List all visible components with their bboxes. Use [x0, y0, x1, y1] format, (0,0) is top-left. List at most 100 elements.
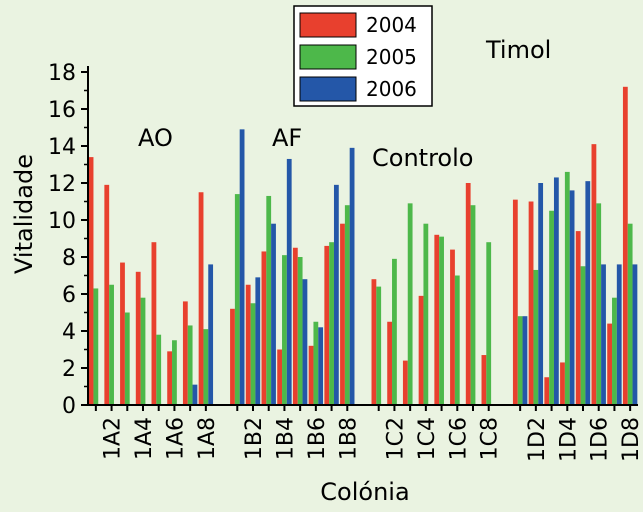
- bar-2004-1A2: [104, 184, 110, 405]
- x-axis: 1A2 1A4 1A6 1A8 1B2 1B4 1B6 1B8 1C2 1C4 1C6 1C8 1D2 1…: [94, 405, 643, 462]
- group-label-timol: Timol: [485, 36, 551, 64]
- x-tick-label: 1A6: [163, 417, 188, 460]
- bar-2004-1D1: [512, 199, 518, 405]
- bar-2005-1A4: [140, 297, 146, 405]
- legend-label-2005: 2005: [366, 45, 417, 69]
- x-tick-label: 1D2: [525, 417, 550, 462]
- bar-2005-1A2: [109, 284, 114, 405]
- bar-2004-1C6: [450, 249, 455, 405]
- bar-2004-1C8: [481, 355, 487, 405]
- bar-2005-1A1: [93, 288, 99, 405]
- bar-2005-1B2: [250, 303, 256, 405]
- bar-2005-1D3: [549, 210, 554, 405]
- x-tick-label: 1D4: [556, 417, 581, 462]
- x-tick-label: 1B6: [305, 417, 330, 460]
- x-tick-label: 1A2: [101, 417, 126, 460]
- bar-2004-1D4: [560, 362, 565, 405]
- bar-2005-1D6: [596, 203, 602, 405]
- bar-2005-1D5: [580, 266, 586, 405]
- y-tick-label: 4: [62, 320, 76, 345]
- bar-2006-1B6: [318, 327, 324, 405]
- x-tick-label: 1A4: [132, 417, 157, 460]
- bar-2005-1A5: [156, 334, 162, 405]
- bar-2006-1B8: [349, 147, 355, 405]
- legend-label-2004: 2004: [366, 13, 417, 37]
- y-axis: 0 2 4 6 8 10 12 14 16 18: [48, 61, 88, 419]
- bar-2005-1B1: [234, 194, 240, 405]
- bar-2004-1A7: [182, 301, 188, 405]
- bar-2004-1B1: [230, 308, 235, 405]
- x-tick-label: 1A8: [195, 417, 220, 460]
- bar-2004-1A4: [135, 271, 141, 405]
- bar-2004-1D7: [607, 323, 613, 405]
- bar-2006-1B4: [286, 158, 292, 405]
- bar-2004-1A8: [198, 192, 204, 405]
- bar-2006-1D7: [616, 264, 622, 405]
- bar-2005-1B7: [329, 242, 334, 405]
- x-tick-label: 1C4: [415, 417, 440, 460]
- y-tick-label: 12: [48, 172, 76, 197]
- bar-2004-1B5: [292, 247, 298, 405]
- x-tick-label: 1C6: [446, 417, 471, 460]
- bar-2004-1D3: [544, 377, 550, 405]
- bar-2005-1B4: [282, 255, 287, 405]
- bar-2004-1C3: [402, 360, 408, 405]
- bar-2006-1D2: [538, 183, 544, 405]
- bar-2004-1D8: [622, 86, 628, 406]
- bar-2004-1B4: [277, 349, 283, 405]
- legend-swatch-2005: [299, 44, 357, 70]
- bar-2005-1A6: [172, 340, 177, 405]
- bar-2004-1C7: [465, 183, 471, 405]
- x-tick-label: 1D6: [588, 417, 613, 462]
- bar-2005-1C6: [454, 275, 460, 405]
- y-tick-label: 18: [48, 61, 76, 86]
- y-axis-title: Vitalidade: [10, 154, 38, 274]
- bars: [88, 86, 638, 406]
- bar-2004-1B6: [308, 345, 314, 405]
- bar-2004-1A5: [151, 242, 157, 405]
- bar-2005-1D1: [517, 316, 523, 405]
- bar-2005-1C1: [376, 286, 382, 405]
- group-label-controlo: Controlo: [372, 144, 473, 172]
- x-tick-label: 1C8: [478, 417, 503, 460]
- bar-2006-1B2: [255, 277, 261, 405]
- legend-swatch-2004: [299, 12, 357, 38]
- bar-2006-1B5: [302, 279, 308, 405]
- group-label-ao: AO: [138, 124, 173, 152]
- y-tick-label: 16: [48, 98, 76, 123]
- bar-2004-1C1: [371, 279, 377, 405]
- y-tick-label: 8: [62, 246, 76, 271]
- bar-2006-1D8: [632, 264, 638, 405]
- bar-2006-1A7: [192, 384, 198, 405]
- bar-2004-1C2: [387, 321, 393, 405]
- y-tick-label: 6: [62, 283, 76, 308]
- bar-2005-1D7: [612, 297, 617, 405]
- y-tick-label: 2: [62, 357, 76, 382]
- bar-2006-1B3: [271, 223, 276, 405]
- bar-2005-1C4: [423, 223, 429, 405]
- x-axis-title: Colónia: [320, 478, 409, 506]
- bar-2005-1B6: [313, 321, 319, 405]
- y-tick-label: 10: [48, 209, 76, 234]
- bar-2004-1B3: [261, 251, 267, 405]
- legend: 2004 2005 2006: [293, 5, 433, 107]
- x-tick-label: 1B8: [336, 417, 361, 460]
- bar-2006-1D5: [585, 181, 591, 405]
- bar-2006-1B7: [333, 184, 339, 405]
- x-tick-label: 1D8: [619, 417, 643, 462]
- bar-2005-1D4: [564, 171, 570, 405]
- bar-2004-1A3: [120, 262, 125, 405]
- bar-2004-1A1: [88, 157, 94, 405]
- bar-2005-1C2: [392, 258, 397, 405]
- x-tick-label: 1B4: [273, 417, 298, 460]
- bar-2004-1B2: [245, 284, 251, 405]
- bar-2006-1D1: [522, 316, 528, 405]
- bar-2005-1A3: [124, 312, 130, 405]
- bar-2005-1C8: [486, 242, 492, 405]
- bar-2006-1D4: [569, 190, 575, 405]
- bar-2006-1D6: [601, 264, 606, 405]
- bar-2005-1A8: [203, 329, 209, 405]
- bar-2005-1C3: [407, 203, 413, 405]
- bar-2004-1B7: [324, 245, 330, 405]
